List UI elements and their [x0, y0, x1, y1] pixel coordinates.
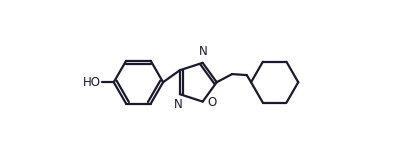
Text: O: O [207, 96, 217, 109]
Text: N: N [199, 45, 208, 58]
Text: HO: HO [82, 76, 101, 89]
Text: N: N [174, 98, 183, 112]
